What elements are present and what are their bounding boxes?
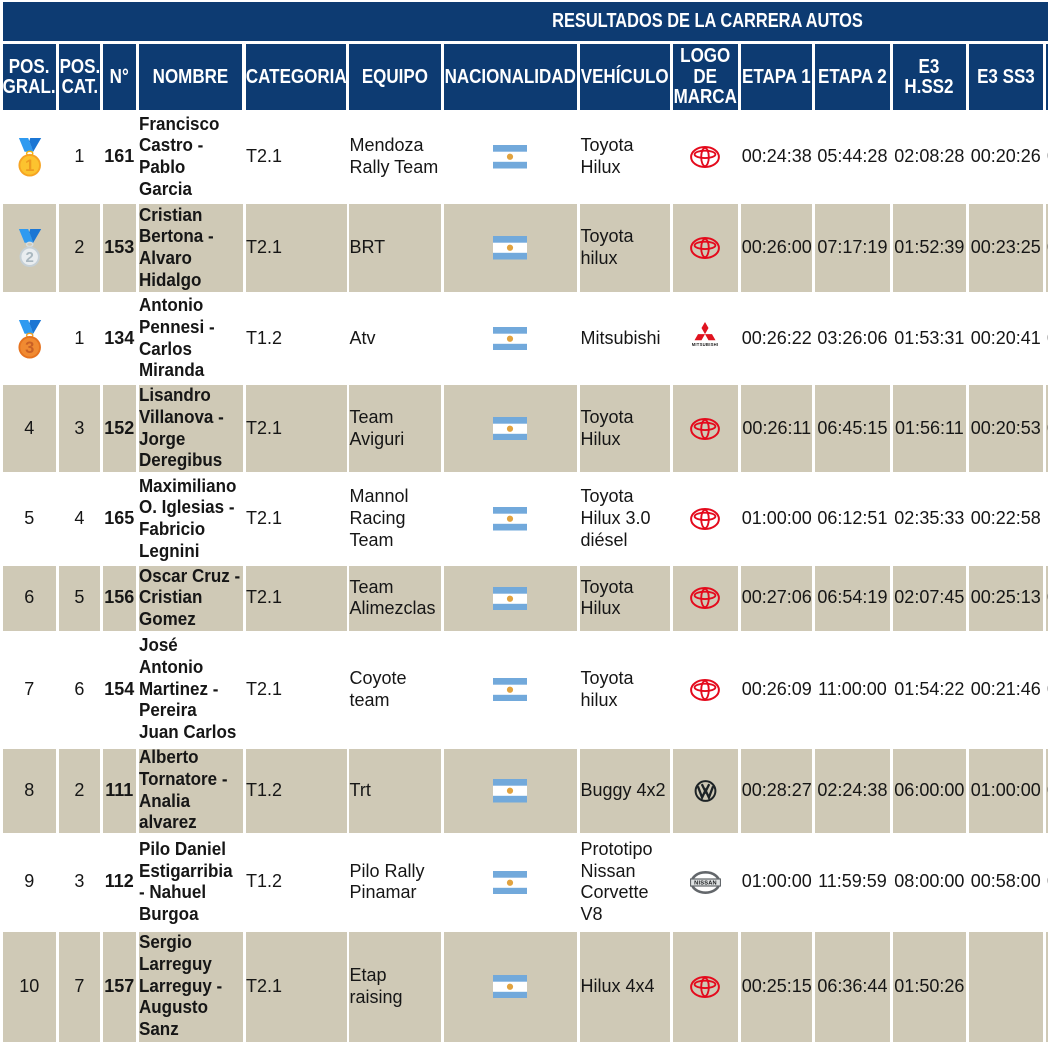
svg-text:1: 1	[25, 157, 34, 175]
svg-text:2: 2	[25, 249, 33, 266]
svg-text:NISSAN: NISSAN	[694, 880, 717, 886]
svg-text:MITSUBISHI: MITSUBISHI	[692, 342, 718, 347]
svg-text:3: 3	[25, 339, 34, 357]
